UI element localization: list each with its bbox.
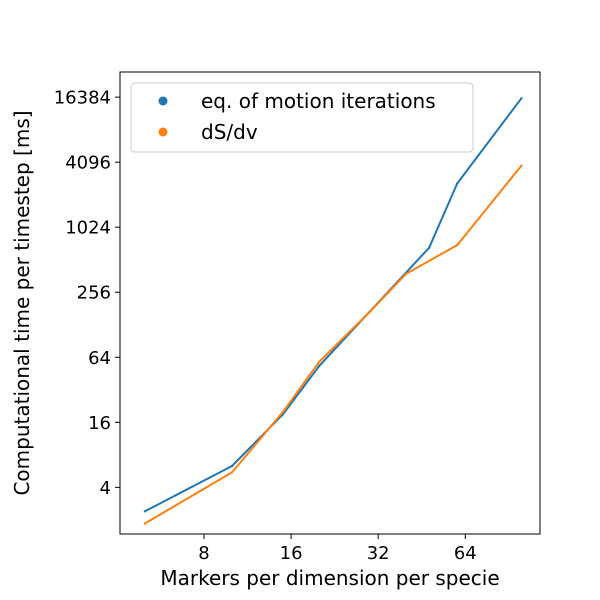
x-tick-label: 32 [367, 543, 390, 564]
legend: eq. of motion iterations dS/dv [130, 82, 474, 153]
legend-frame [130, 82, 474, 153]
series-layer [143, 97, 523, 525]
y-axis: 4 16 64 256 1024 4096 16384 [54, 88, 120, 499]
y-tick-label: 4096 [65, 153, 111, 174]
legend-marker-eq-of-motion [158, 96, 168, 106]
y-tick-label: 256 [77, 283, 111, 304]
data-point [143, 510, 147, 513]
data-point [520, 164, 523, 167]
data-point [230, 464, 234, 468]
data-point [143, 522, 147, 525]
legend-label-eq-of-motion: eq. of motion iterations [201, 89, 436, 113]
data-point [456, 182, 459, 185]
data-point [405, 272, 408, 275]
data-point [281, 410, 285, 414]
legend-label-ds-dv: dS/dv [201, 120, 258, 144]
data-point [368, 310, 372, 313]
x-axis: 8 16 32 64 [198, 534, 477, 564]
data-point [317, 364, 321, 368]
x-tick-label: 64 [454, 543, 477, 564]
y-axis-label: Computational time per timestep [ms] [10, 110, 34, 495]
x-tick-label: 8 [198, 543, 209, 564]
data-point [456, 243, 459, 247]
series-line-1 [144, 165, 523, 525]
data-point [230, 471, 234, 474]
data-point [520, 97, 523, 100]
y-tick-label: 16384 [54, 88, 111, 109]
data-point [317, 360, 321, 364]
y-tick-label: 16 [88, 413, 111, 434]
x-tick-label: 16 [280, 543, 303, 564]
legend-marker-ds-dv [158, 127, 168, 137]
data-point [427, 246, 431, 249]
y-tick-label: 1024 [65, 218, 111, 239]
y-tick-label: 64 [88, 348, 111, 369]
y-tick-label: 4 [100, 478, 111, 499]
x-axis-label: Markers per dimension per specie [160, 566, 499, 590]
